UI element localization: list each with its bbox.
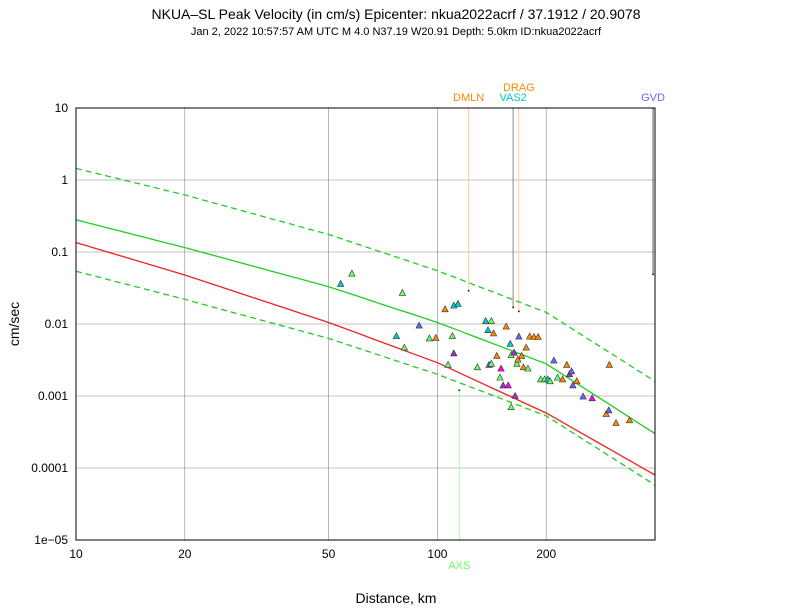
station-label: AXS <box>448 560 470 572</box>
data-point <box>489 329 498 337</box>
data-point <box>519 363 528 371</box>
chart-title: NKUA–SL Peak Velocity (in cm/s) Epicente… <box>151 6 641 22</box>
data-point <box>525 332 534 340</box>
data-point <box>524 364 532 372</box>
data-point <box>493 351 501 359</box>
data-point <box>558 375 567 383</box>
data-point <box>336 279 345 287</box>
curve-median <box>75 219 656 435</box>
data-point <box>392 331 401 339</box>
data-point <box>504 381 512 389</box>
y-tick-label: 1e−05 <box>34 533 68 547</box>
data-point <box>450 349 458 357</box>
x-tick-label: 10 <box>69 547 83 561</box>
data-point <box>534 332 542 340</box>
station-dot <box>467 289 470 292</box>
data-point <box>506 339 514 347</box>
y-tick-label: 0.1 <box>51 245 68 259</box>
data-point <box>573 377 581 385</box>
plot-frame <box>75 107 656 541</box>
curve-minus-sigma <box>75 270 656 486</box>
data-point <box>510 348 518 356</box>
data-point <box>515 332 523 340</box>
y-tick-label: 0.001 <box>38 389 68 403</box>
x-axis-label: Distance, km <box>355 590 437 606</box>
station-dot <box>652 273 655 276</box>
data-point <box>454 299 462 307</box>
data-point <box>400 343 409 351</box>
data-point <box>348 269 356 277</box>
data-point <box>511 391 519 399</box>
data-point <box>398 288 407 296</box>
data-point <box>567 367 576 375</box>
curve-plus-sigma <box>75 167 656 382</box>
model-curves <box>75 167 656 486</box>
x-tick-label: 200 <box>536 547 556 561</box>
x-tick-label: 20 <box>178 547 192 561</box>
y-tick-label: 0.0001 <box>31 461 68 475</box>
y-tick-label: 0.01 <box>45 317 69 331</box>
data-point <box>612 418 620 426</box>
station-label: VAS2 <box>499 92 526 104</box>
curve-reference <box>75 241 656 476</box>
data-point <box>481 316 490 324</box>
data-point <box>513 359 521 367</box>
data-point <box>441 305 449 313</box>
station-label: GVD <box>641 92 665 104</box>
data-point <box>499 381 507 389</box>
station-label: DMLN <box>453 92 484 104</box>
grid-lines <box>76 108 655 540</box>
data-point <box>444 360 452 368</box>
data-point <box>553 373 562 381</box>
data-point <box>484 326 492 334</box>
data-point <box>546 377 554 385</box>
data-point <box>415 321 423 329</box>
data-point <box>605 406 613 414</box>
data-point <box>432 333 440 341</box>
data-point <box>497 364 505 372</box>
data-point <box>569 381 577 389</box>
data-point <box>602 409 610 417</box>
data-point <box>496 373 504 381</box>
data-point <box>522 343 530 351</box>
station-dot <box>517 310 520 313</box>
data-points <box>336 269 634 426</box>
data-point <box>563 360 571 368</box>
data-point <box>425 334 434 342</box>
x-tick-label: 100 <box>427 547 447 561</box>
data-point <box>507 403 515 410</box>
station-dot <box>458 389 461 392</box>
axis-ticks: 10 20 50 100 200 1e−05 0.0001 0.001 0.01 0.1 1 10 <box>31 101 556 561</box>
data-point <box>517 351 526 359</box>
data-point <box>487 359 496 367</box>
data-point <box>625 416 634 424</box>
data-point <box>588 394 596 402</box>
data-point <box>579 392 587 400</box>
data-point <box>473 363 482 371</box>
data-point <box>514 355 522 363</box>
chart-subtitle: Jan 2, 2022 10:57:57 AM UTC M 4.0 N37.19… <box>190 26 602 38</box>
data-point <box>448 331 457 339</box>
data-point <box>502 322 510 330</box>
y-tick-label: 1 <box>61 173 68 187</box>
x-tick-label: 50 <box>322 547 336 561</box>
data-point <box>605 360 614 368</box>
data-point <box>487 316 496 324</box>
station-dot <box>512 306 515 309</box>
data-point <box>550 356 558 364</box>
station-label: DRAG <box>503 82 535 94</box>
y-tick-label: 10 <box>55 101 69 115</box>
